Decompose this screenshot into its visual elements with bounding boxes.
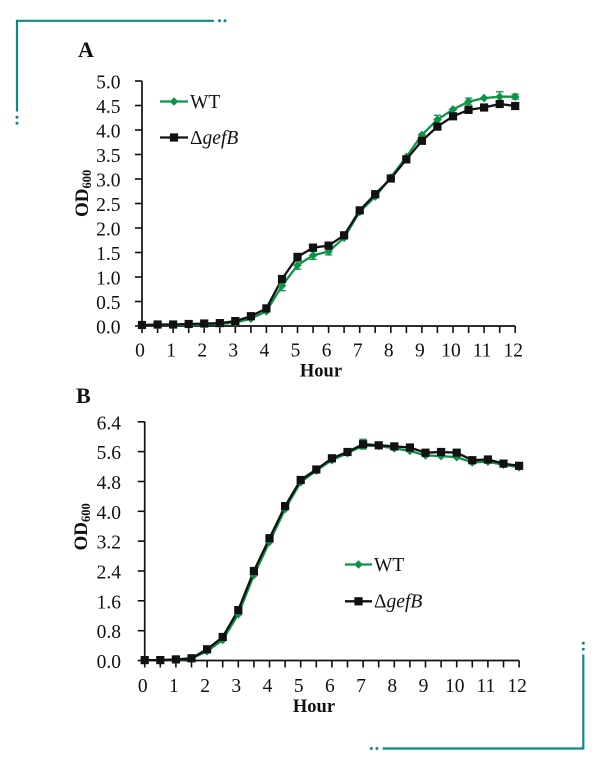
svg-text:1.0: 1.0	[96, 269, 120, 290]
svg-text:7: 7	[356, 676, 366, 697]
svg-text:0.5: 0.5	[96, 293, 120, 314]
svg-text:6.4: 6.4	[97, 413, 122, 434]
svg-text:4.0: 4.0	[97, 503, 121, 524]
svg-text:3.0: 3.0	[96, 171, 120, 192]
svg-text:4: 4	[260, 341, 270, 362]
svg-text:12: 12	[503, 341, 523, 362]
svg-text:3.5: 3.5	[96, 146, 120, 167]
svg-text:8: 8	[387, 676, 397, 697]
svg-text:Hour: Hour	[300, 362, 342, 382]
svg-text:2.4: 2.4	[97, 563, 122, 584]
svg-text:5.0: 5.0	[96, 73, 120, 94]
svg-text:1: 1	[166, 341, 176, 362]
svg-text:1: 1	[169, 676, 179, 697]
svg-text:A: A	[78, 37, 94, 62]
svg-text:0: 0	[135, 341, 145, 362]
svg-text:ΔgefB: ΔgefB	[190, 128, 238, 149]
svg-text:B: B	[76, 383, 91, 408]
svg-text:ΔgefB: ΔgefB	[374, 592, 422, 613]
svg-text:0.0: 0.0	[96, 318, 120, 339]
svg-text:9: 9	[415, 341, 425, 362]
svg-text:7: 7	[353, 341, 363, 362]
svg-text:5.6: 5.6	[97, 443, 122, 464]
svg-text:10: 10	[445, 676, 465, 697]
svg-text:8: 8	[384, 341, 394, 362]
svg-text:2.5: 2.5	[96, 195, 120, 216]
svg-text:6: 6	[325, 676, 335, 697]
svg-text:9: 9	[419, 676, 429, 697]
svg-text:2.0: 2.0	[96, 220, 120, 241]
svg-text:4: 4	[263, 676, 273, 697]
svg-text:4.8: 4.8	[97, 473, 121, 494]
svg-text:3: 3	[231, 676, 241, 697]
svg-text:Hour: Hour	[293, 697, 335, 717]
svg-text:12: 12	[507, 676, 527, 697]
svg-text:5: 5	[291, 341, 301, 362]
svg-text:WT: WT	[190, 92, 220, 113]
svg-text:1.6: 1.6	[97, 592, 122, 613]
svg-text:4.5: 4.5	[96, 97, 120, 118]
svg-text:4.0: 4.0	[96, 122, 120, 143]
svg-text:0.8: 0.8	[97, 622, 121, 643]
svg-text:2: 2	[197, 341, 207, 362]
svg-text:1.5: 1.5	[96, 244, 120, 265]
svg-text:10: 10	[441, 341, 461, 362]
svg-text:WT: WT	[374, 555, 404, 576]
svg-text:11: 11	[477, 676, 496, 697]
svg-text:5: 5	[294, 676, 304, 697]
svg-text:0: 0	[138, 676, 148, 697]
svg-text:2: 2	[200, 676, 210, 697]
svg-text:6: 6	[322, 341, 332, 362]
svg-text:3: 3	[228, 341, 238, 362]
svg-text:11: 11	[473, 341, 492, 362]
svg-text:0.0: 0.0	[97, 652, 121, 673]
svg-text:3.2: 3.2	[97, 533, 121, 554]
